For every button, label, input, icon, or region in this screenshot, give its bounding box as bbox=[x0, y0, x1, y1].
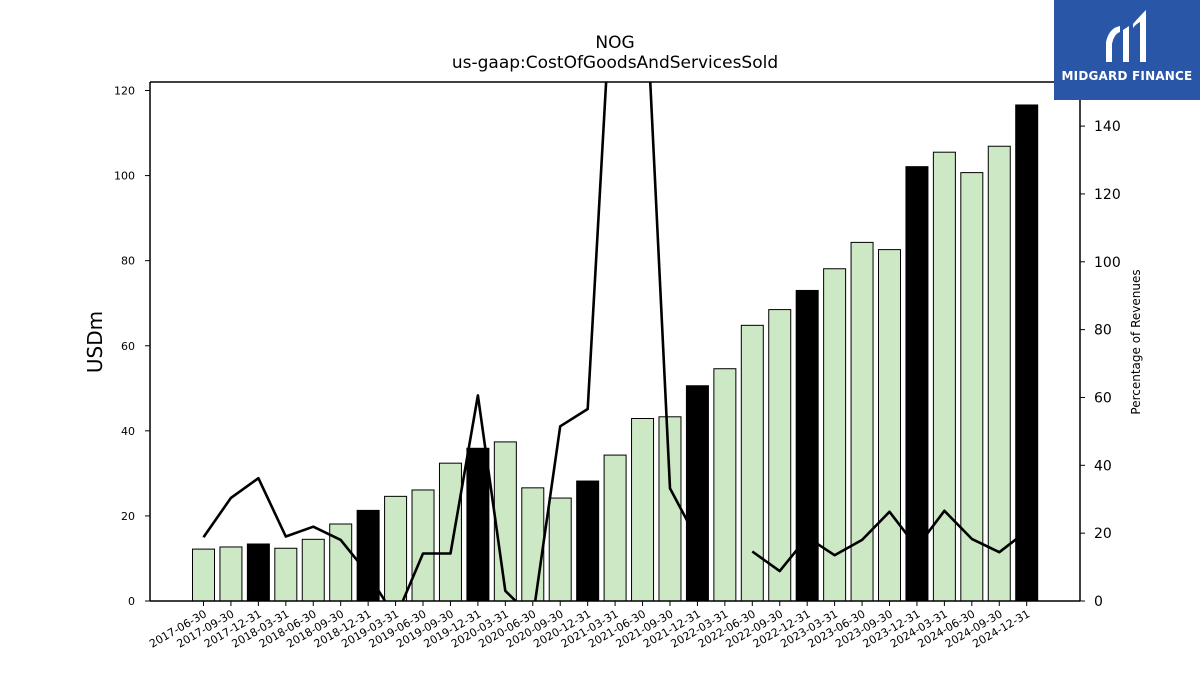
bar-2020-09-30 bbox=[548, 497, 572, 602]
bar-2022-09-30 bbox=[768, 309, 792, 602]
bar-2017-09-30 bbox=[219, 546, 243, 602]
bar-2017-06-30 bbox=[192, 548, 215, 602]
bar-2024-09-30 bbox=[987, 145, 1011, 602]
bar-2019-03-31 bbox=[384, 495, 408, 602]
bar-2019-12-31 bbox=[466, 447, 490, 602]
bar-2024-06-30 bbox=[960, 172, 984, 602]
percentage-line-series bbox=[202, 82, 1028, 601]
bar-2022-06-30 bbox=[740, 324, 764, 602]
bar-2019-06-30 bbox=[411, 489, 435, 602]
bar-2020-06-30 bbox=[521, 487, 545, 602]
y-tick-label: 0 bbox=[128, 595, 135, 608]
y2-tick-label: 40 bbox=[1094, 458, 1112, 474]
bar-2019-09-30 bbox=[438, 462, 462, 602]
y-tick-label: 120 bbox=[114, 85, 135, 98]
bar-2017-12-31 bbox=[246, 543, 270, 602]
y-tick-label: 100 bbox=[114, 170, 135, 183]
bar-2018-06-30 bbox=[301, 538, 325, 602]
y-axis-label: USDm bbox=[83, 311, 107, 373]
y2-tick-label: 0 bbox=[1094, 594, 1103, 610]
midgard-finance-logo: MIDGARD FINANCE bbox=[1054, 0, 1200, 100]
bar-2020-12-31 bbox=[576, 480, 600, 602]
y2-tick-label: 60 bbox=[1094, 390, 1112, 406]
chart-title: NOG bbox=[595, 33, 634, 53]
percentage-line-segment-1 bbox=[751, 509, 1028, 573]
y2-tick-label: 100 bbox=[1094, 255, 1121, 271]
y-tick-label: 80 bbox=[121, 255, 135, 268]
bar-2024-03-31 bbox=[932, 151, 956, 602]
y-tick-label: 20 bbox=[121, 510, 135, 523]
bar-2020-03-31 bbox=[493, 441, 517, 602]
y2-tick-label: 80 bbox=[1094, 323, 1112, 339]
bar-2021-06-30 bbox=[631, 417, 655, 602]
bar-2021-12-31 bbox=[685, 385, 709, 602]
bar-2022-03-31 bbox=[713, 368, 737, 602]
y2-tick-label: 140 bbox=[1094, 119, 1121, 135]
bar-2022-12-31 bbox=[795, 289, 819, 602]
bar-series bbox=[192, 104, 1039, 602]
y2-axis-label: Percentage of Revenues bbox=[1129, 269, 1143, 414]
bar-2021-03-31 bbox=[603, 454, 627, 602]
chart-subtitle: us-gaap:CostOfGoodsAndServicesSold bbox=[452, 53, 778, 73]
logo-text: MIDGARD FINANCE bbox=[1061, 69, 1193, 83]
y-tick-label: 40 bbox=[121, 425, 135, 438]
bar-2018-03-31 bbox=[274, 547, 298, 602]
y2-tick-label: 20 bbox=[1094, 526, 1112, 542]
y2-tick-label: 120 bbox=[1094, 187, 1121, 203]
bar-2023-06-30 bbox=[850, 241, 874, 602]
percentage-line-segment-0 bbox=[202, 82, 699, 601]
logo-mark-icon bbox=[1106, 10, 1146, 62]
bar-2021-09-30 bbox=[658, 416, 682, 602]
y-tick-label: 60 bbox=[121, 340, 135, 353]
bar-2023-09-30 bbox=[878, 249, 901, 602]
bar-2024-12-31 bbox=[1015, 104, 1039, 602]
